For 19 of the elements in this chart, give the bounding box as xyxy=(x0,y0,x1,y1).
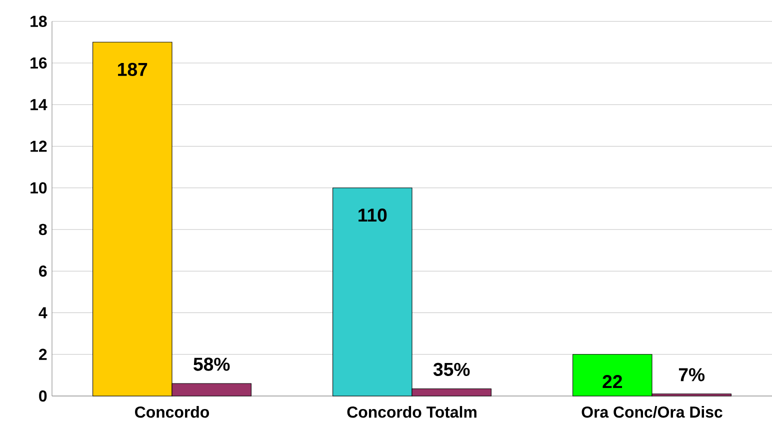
y-tick-label: 10 xyxy=(30,182,47,194)
x-tick-label: Concordo xyxy=(135,406,210,418)
y-tick-label: 8 xyxy=(38,224,47,236)
x-tick-label: Concordo Totalm xyxy=(347,406,476,418)
y-tick-label: 0 xyxy=(39,390,47,402)
annotation: 58% xyxy=(194,358,230,371)
annotation: 35% xyxy=(433,362,470,376)
annotation: 110 xyxy=(358,208,387,222)
y-tick-label: 14 xyxy=(30,99,48,110)
y-tick-label: 12 xyxy=(30,140,47,152)
annotation: 7% xyxy=(678,368,705,382)
y-tick-label: 6 xyxy=(39,265,47,277)
annotation: 187 xyxy=(118,62,148,76)
y-tick-label: 16 xyxy=(30,57,47,69)
annotation: 22 xyxy=(602,375,622,388)
y-tick-label: 18 xyxy=(30,16,47,27)
x-tick-label: Ora Conc/Ora Disc xyxy=(582,406,722,418)
y-tick-label: 2 xyxy=(39,348,47,360)
y-tick-label: 4 xyxy=(38,307,48,318)
